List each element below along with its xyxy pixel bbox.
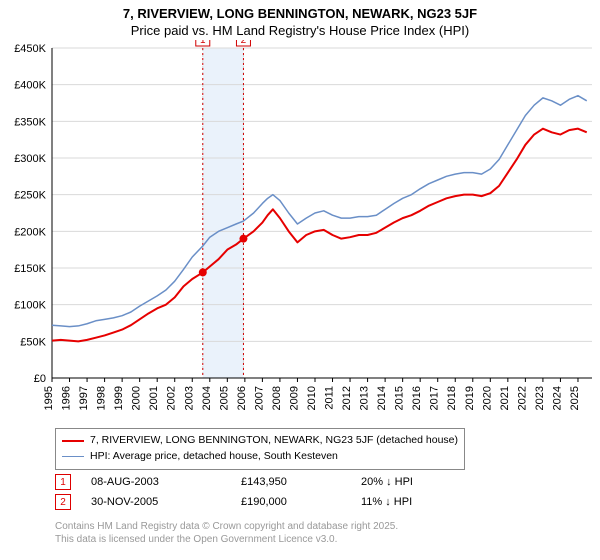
sale-row: 1 08-AUG-2003£143,95020% ↓ HPI [55, 472, 481, 492]
svg-text:1998: 1998 [96, 386, 108, 410]
legend-swatch [62, 440, 84, 442]
svg-text:2024: 2024 [551, 386, 563, 410]
title-block: 7, RIVERVIEW, LONG BENNINGTON, NEWARK, N… [0, 0, 600, 38]
svg-text:1999: 1999 [113, 386, 125, 410]
svg-text:£0: £0 [34, 373, 46, 385]
svg-text:£300K: £300K [14, 153, 46, 165]
sale-diff: 11% ↓ HPI [361, 496, 481, 508]
line-chart: £0 £50K £100K £150K £200K £250K £300K £350K £400… [0, 40, 600, 420]
footnote-line1: Contains HM Land Registry data © Crown c… [55, 520, 398, 533]
sale-price: £143,950 [241, 476, 361, 488]
svg-text:2006: 2006 [236, 386, 248, 410]
svg-text:2007: 2007 [253, 386, 265, 410]
svg-text:2019: 2019 [464, 386, 476, 410]
svg-text:2018: 2018 [446, 386, 458, 410]
svg-text:2025: 2025 [569, 386, 581, 410]
chart-title-line1: 7, RIVERVIEW, LONG BENNINGTON, NEWARK, N… [0, 6, 600, 21]
svg-text:£400K: £400K [14, 80, 46, 92]
chart-area: £0 £50K £100K £150K £200K £250K £300K £350K £400… [0, 40, 600, 420]
svg-text:2012: 2012 [341, 386, 353, 410]
svg-text:2001: 2001 [148, 386, 160, 410]
svg-text:2023: 2023 [534, 386, 546, 410]
svg-text:2004: 2004 [201, 386, 213, 410]
sale-marker: 1 [55, 474, 71, 490]
sales-table: 1 08-AUG-2003£143,95020% ↓ HPI 2 30-NOV-200… [55, 472, 481, 512]
legend-label: HPI: Average price, detached house, Sout… [90, 449, 338, 465]
legend-label: 7, RIVERVIEW, LONG BENNINGTON, NEWARK, N… [90, 433, 458, 449]
footnote-line2: This data is licensed under the Open Gov… [55, 533, 398, 546]
svg-text:2008: 2008 [271, 386, 283, 410]
svg-text:1996: 1996 [61, 386, 73, 410]
svg-text:2010: 2010 [306, 386, 318, 410]
svg-text:2005: 2005 [218, 386, 230, 410]
legend-row: HPI: Average price, detached house, Sout… [62, 449, 458, 465]
svg-text:2: 2 [241, 40, 247, 46]
svg-text:2003: 2003 [183, 386, 195, 410]
sale-marker: 2 [55, 494, 71, 510]
legend-swatch [62, 456, 84, 457]
svg-text:1995: 1995 [43, 386, 55, 410]
svg-text:£250K: £250K [14, 190, 46, 202]
svg-text:2016: 2016 [411, 386, 423, 410]
svg-text:2021: 2021 [499, 386, 511, 410]
sale-date: 08-AUG-2003 [91, 476, 241, 488]
svg-text:£200K: £200K [14, 226, 46, 238]
svg-text:2022: 2022 [516, 386, 528, 410]
sale-row: 2 30-NOV-2005£190,00011% ↓ HPI [55, 492, 481, 512]
sale-price: £190,000 [241, 496, 361, 508]
svg-text:£100K: £100K [14, 300, 46, 312]
svg-text:2020: 2020 [481, 386, 493, 410]
svg-text:£350K: £350K [14, 116, 46, 128]
legend-row: 7, RIVERVIEW, LONG BENNINGTON, NEWARK, N… [62, 433, 458, 449]
svg-text:2002: 2002 [166, 386, 178, 410]
svg-text:£450K: £450K [14, 43, 46, 55]
sale-diff: 20% ↓ HPI [361, 476, 481, 488]
svg-text:1997: 1997 [78, 386, 90, 410]
svg-text:2015: 2015 [394, 386, 406, 410]
footnote: Contains HM Land Registry data © Crown c… [55, 520, 398, 546]
chart-title-line2: Price paid vs. HM Land Registry's House … [0, 23, 600, 38]
svg-text:£50K: £50K [20, 336, 46, 348]
svg-text:1: 1 [200, 40, 206, 46]
svg-text:2000: 2000 [131, 386, 143, 410]
sale-date: 30-NOV-2005 [91, 496, 241, 508]
chart-container: 7, RIVERVIEW, LONG BENNINGTON, NEWARK, N… [0, 0, 600, 560]
svg-text:2009: 2009 [288, 386, 300, 410]
svg-text:£150K: £150K [14, 263, 46, 275]
legend: 7, RIVERVIEW, LONG BENNINGTON, NEWARK, N… [55, 428, 465, 470]
svg-text:2014: 2014 [376, 386, 388, 410]
svg-text:2017: 2017 [429, 386, 441, 410]
svg-text:2011: 2011 [324, 386, 336, 410]
svg-text:2013: 2013 [359, 386, 371, 410]
